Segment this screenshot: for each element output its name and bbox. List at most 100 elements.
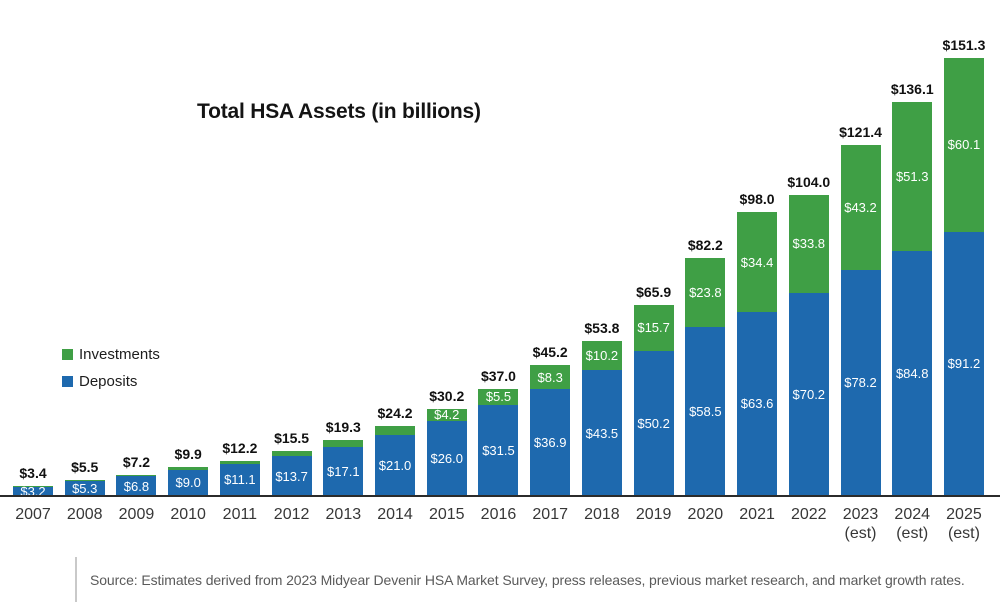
x-axis-label: 2020 <box>687 506 724 523</box>
segment-value-label: $31.5 <box>482 442 515 458</box>
x-axis-label: 2017 <box>532 506 568 523</box>
investments-segment: $10.2 <box>581 340 622 371</box>
segment-value-label: $6.8 <box>123 478 150 494</box>
deposits-segment: $26.0 <box>426 420 467 496</box>
investments-segment <box>13 486 53 487</box>
segment-value-label: $34.4 <box>740 254 774 270</box>
deposits-segment: $58.5 <box>685 326 726 496</box>
segment-value-label: $84.8 <box>895 365 929 381</box>
legend-label-investments: Investments <box>79 346 160 363</box>
x-axis-label: 2015 <box>428 506 465 523</box>
segment-value-label: $5.5 <box>485 389 512 405</box>
bar-group: $7.2 $6.8 2009 <box>116 454 157 523</box>
x-axis-line <box>0 495 1000 497</box>
segment-value-label: $91.2 <box>947 356 981 372</box>
x-axis-label: 2011 <box>222 506 258 523</box>
x-axis-label: 2016 <box>480 506 517 523</box>
deposits-segment: $6.8 <box>116 476 157 496</box>
investments-segment <box>271 451 312 457</box>
bar-group: $37.0 $5.5 $31.5 2016 <box>478 367 519 523</box>
bar-total-label: $45.2 <box>532 344 568 361</box>
investments-segment <box>375 425 416 436</box>
bar-total-label: $151.3 <box>942 37 986 53</box>
bar-group: $136.1 $51.3 $84.8 2024 (est) <box>890 81 934 542</box>
bar-total-label: $9.9 <box>174 446 202 463</box>
investments-segment: $15.7 <box>633 305 674 351</box>
x-axis-label: 2010 <box>170 506 206 523</box>
legend-item-investments: Investments <box>62 346 160 363</box>
segment-value-label: $58.5 <box>689 403 722 419</box>
investments-segment: $8.3 <box>530 365 571 390</box>
x-axis-label: 2018 <box>584 506 620 523</box>
bar-total-label: $3.4 <box>19 465 47 482</box>
deposits-segment: $17.1 <box>323 446 364 496</box>
x-axis-label: 2008 <box>66 506 103 523</box>
legend-item-deposits: Deposits <box>62 373 160 390</box>
bar-group: $53.8 $10.2 $43.5 2018 <box>581 320 622 523</box>
segment-value-label: $15.7 <box>637 320 670 336</box>
bar-total-label: $24.2 <box>377 404 413 421</box>
segment-value-label: $63.6 <box>740 396 774 412</box>
x-axis-label: 2014 <box>377 506 413 523</box>
bar-total-label: $37.0 <box>480 367 516 384</box>
investments-segment: $5.5 <box>478 388 519 405</box>
investments-segment <box>323 440 364 447</box>
x-axis-label: 2022 <box>790 506 827 523</box>
bar-group: $82.2 $23.8 $58.5 2020 <box>685 236 726 523</box>
bar-total-label: $121.4 <box>839 123 882 140</box>
bar-total-label: $98.0 <box>739 191 775 208</box>
deposits-segment: $50.2 <box>633 350 674 496</box>
deposits-segment: $70.2 <box>788 292 829 496</box>
bar-total-label: $7.2 <box>122 454 151 471</box>
deposits-segment: $84.8 <box>892 250 933 496</box>
bar-group: $121.4 $43.2 $78.2 2023 (est) <box>839 123 882 542</box>
segment-value-label: $51.3 <box>895 168 929 184</box>
deposits-segment: $13.7 <box>271 456 312 496</box>
investments-segment: $51.3 <box>892 102 933 251</box>
deposits-segment: $36.9 <box>530 389 571 496</box>
investments-segment: $60.1 <box>943 58 984 232</box>
bar-group: $15.5 $13.7 2012 <box>271 430 312 523</box>
legend-swatch-investments <box>62 349 73 360</box>
segment-value-label: $8.3 <box>537 369 563 385</box>
x-axis-label: 2025 (est) <box>946 506 982 542</box>
deposits-segment: $31.5 <box>478 404 519 496</box>
x-axis-label: 2024 (est) <box>894 506 931 542</box>
source-note: Source: Estimates derived from 2023 Midy… <box>75 557 965 602</box>
segment-value-label: $78.2 <box>844 375 877 391</box>
investments-segment: $43.2 <box>840 144 881 270</box>
segment-value-label: $33.8 <box>792 236 826 252</box>
legend-label-deposits: Deposits <box>79 373 138 390</box>
x-axis-label: 2007 <box>15 506 51 523</box>
segment-value-label: $60.1 <box>947 137 981 153</box>
x-axis-label: 2021 <box>739 506 775 523</box>
bar-total-label: $5.5 <box>71 459 99 476</box>
investments-segment: $4.2 <box>426 408 467 421</box>
bars-row: $3.4 $3.2 2007 $5.5 $5.3 2008 $7.2 $6.8 2009 $9.9… <box>13 37 986 542</box>
deposits-segment: $21.0 <box>375 435 416 496</box>
segment-value-label: $17.1 <box>327 463 360 479</box>
bar-group: $65.9 $15.7 $50.2 2019 <box>633 284 674 523</box>
segment-value-label: $5.3 <box>72 480 98 496</box>
investments-segment <box>64 480 105 481</box>
segment-value-label: $70.2 <box>792 386 826 402</box>
legend: Investments Deposits <box>62 346 160 390</box>
bar-total-label: $82.2 <box>687 236 723 253</box>
bar-total-label: $136.1 <box>890 81 934 98</box>
segment-value-label: $9.0 <box>175 475 201 491</box>
bar-group: $104.0 $33.8 $70.2 2022 <box>787 173 831 523</box>
segment-value-label: $26.0 <box>430 450 464 466</box>
bar-group: $3.4 $3.2 2007 <box>13 465 53 523</box>
segment-value-label: $11.1 <box>224 472 256 488</box>
investments-segment: $33.8 <box>788 194 829 293</box>
x-axis-label: 2019 <box>635 506 672 523</box>
bar-group: $5.5 $5.3 2008 <box>64 459 105 523</box>
bar-total-label: $104.0 <box>787 173 831 190</box>
investments-segment: $34.4 <box>737 212 778 312</box>
bar-group: $9.9 $9.0 2010 <box>168 446 209 523</box>
segment-value-label: $50.2 <box>637 415 670 431</box>
deposits-segment: $91.2 <box>943 231 984 496</box>
deposits-segment: $9.0 <box>168 469 209 496</box>
deposits-segment: $63.6 <box>737 311 778 496</box>
